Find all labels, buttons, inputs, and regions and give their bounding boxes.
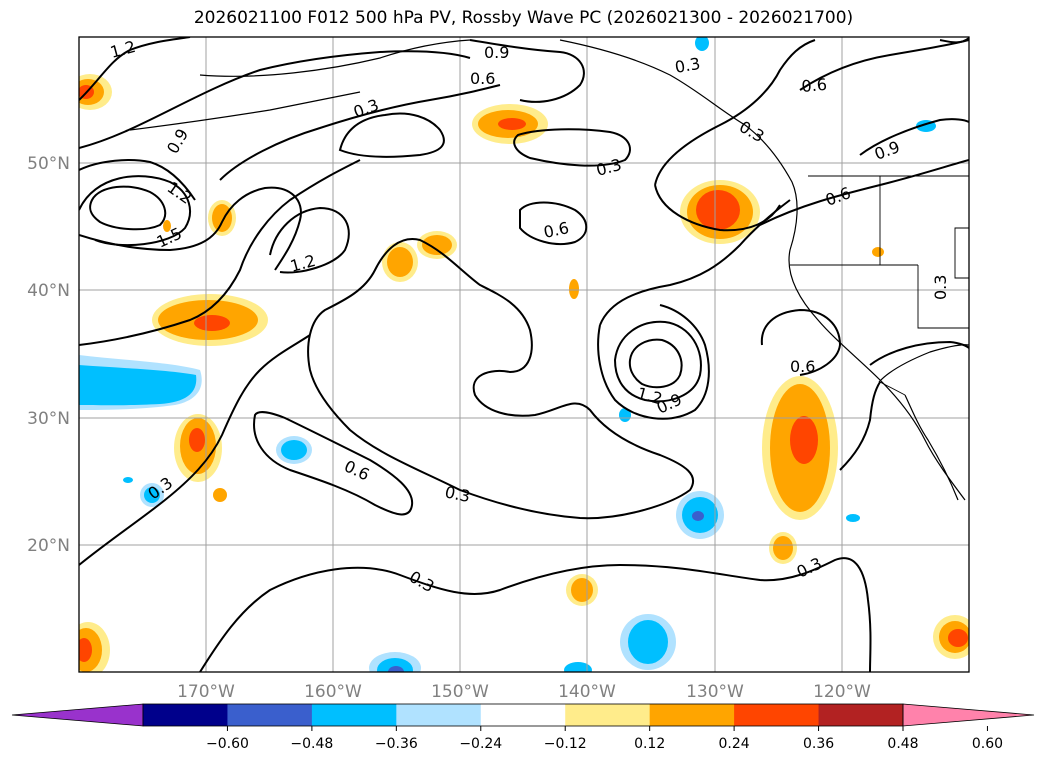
lat-label-20n: 20°N [27, 536, 70, 556]
contour-label: 0.6 [542, 218, 571, 242]
lat-label-40n: 40°N [27, 281, 70, 301]
colorbar-segment [143, 704, 228, 726]
colorbar-segment [311, 704, 397, 726]
colorbar-tick-label: 0.36 [803, 736, 834, 752]
lon-label-140w: 140°W [558, 682, 616, 702]
colorbar-tick-label: −0.60 [206, 736, 249, 752]
colorbar-tick-label: 0.60 [972, 736, 1003, 752]
colorbar-segment [649, 704, 735, 726]
colorbar-tick-label: 0.12 [634, 736, 665, 752]
colorbar-segment [396, 704, 482, 726]
contour-label: 0.9 [484, 43, 509, 62]
colorbar: −0.60 −0.48 −0.36 −0.24 −0.12 0.12 0.24 0.36 0.4… [11, 703, 1035, 752]
lat-label-50n: 50°N [27, 154, 70, 174]
colorbar-tick-label: −0.48 [290, 736, 333, 752]
lon-label-150w: 150°W [431, 682, 489, 702]
lat-label-30n: 30°N [27, 409, 70, 429]
colorbar-segment [227, 704, 313, 726]
contour-label: 0.6 [470, 69, 495, 88]
lon-label-170w: 170°W [177, 682, 235, 702]
colorbar-segment [818, 704, 904, 726]
colorbar-segment [734, 704, 820, 726]
colorbar-tick-label: −0.12 [544, 736, 587, 752]
contour-label: 0.3 [443, 482, 472, 506]
colorbar-segment [480, 704, 566, 726]
colorbar-tick-label: −0.36 [375, 736, 418, 752]
negative-anomaly-patches [79, 37, 936, 672]
colorbar-tick-label: 0.48 [887, 736, 918, 752]
contour-label: 0.3 [673, 54, 701, 77]
latitude-labels: 50°N 40°N 30°N 20°N [27, 154, 70, 556]
political-borders [790, 175, 969, 396]
contour-label: 0.6 [801, 75, 828, 96]
colorbar-frame [142, 703, 904, 727]
colorbar-tick-label: 0.24 [719, 736, 750, 752]
contour-label: 0.6 [790, 357, 815, 376]
lon-label-120w: 120°W [813, 682, 871, 702]
pv-contours [79, 37, 969, 672]
lon-label-160w: 160°W [304, 682, 362, 702]
colorbar-extend-min [11, 703, 144, 727]
colorbar-extend-max [902, 703, 1035, 727]
longitude-labels: 170°W 160°W 150°W 140°W 130°W 120°W [177, 682, 871, 702]
colorbar-tick-label: −0.24 [459, 736, 502, 752]
colorbar-segment [565, 704, 651, 726]
lon-label-130w: 130°W [686, 682, 744, 702]
chart-title: 2026021100 F012 500 hPa PV, Rossby Wave … [193, 8, 854, 28]
contour-label: 0.3 [931, 275, 950, 300]
map-frame [78, 36, 970, 673]
